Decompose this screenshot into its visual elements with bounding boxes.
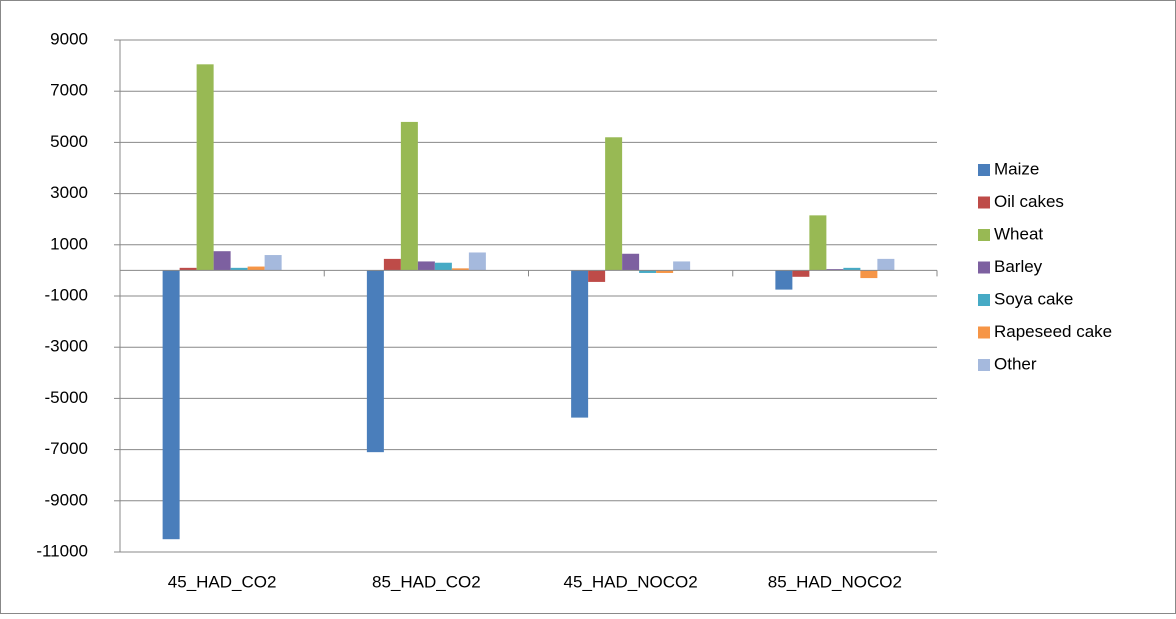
bar: [877, 258, 895, 271]
y-tick-label: 9000: [50, 29, 88, 48]
y-tick-label: 5000: [50, 132, 88, 151]
legend-label: Maize: [994, 159, 1039, 178]
legend-label: Soya cake: [994, 289, 1073, 308]
y-tick-label: 7000: [50, 81, 88, 100]
bar: [451, 268, 469, 271]
x-tick-label: 45_HAD_NOCO2: [564, 572, 698, 591]
bar: [162, 270, 180, 540]
y-tick-label: -7000: [45, 439, 88, 458]
bar: [383, 258, 401, 271]
legend-swatch: [978, 359, 990, 371]
y-tick-label: -1000: [45, 285, 88, 304]
legend-swatch: [978, 164, 990, 176]
bar: [792, 270, 810, 277]
bar: [826, 269, 844, 271]
y-tick-label: 3000: [50, 183, 88, 202]
legend-swatch: [978, 261, 990, 274]
bar: [213, 251, 231, 271]
bar: [588, 270, 606, 282]
bar: [366, 270, 384, 453]
legend-label: Rapeseed cake: [994, 322, 1112, 341]
legend-label: Other: [994, 354, 1037, 373]
y-tick-label: -9000: [45, 490, 88, 509]
x-tick-label: 85_HAD_CO2: [372, 572, 481, 591]
bar: [639, 270, 657, 273]
bar: [673, 261, 691, 271]
legend-swatch: [978, 229, 990, 241]
bar: [417, 261, 435, 271]
bar: [860, 270, 878, 279]
x-tick-label: 45_HAD_CO2: [168, 572, 277, 591]
bar: [775, 270, 793, 290]
legend-label: Wheat: [994, 224, 1043, 243]
bar: [843, 267, 861, 271]
bar: [196, 64, 214, 271]
bar: [264, 255, 282, 271]
legend-label: Barley: [994, 257, 1043, 276]
y-tick-label: -11000: [36, 541, 88, 560]
bar: [247, 266, 265, 271]
x-tick-label: 85_HAD_NOCO2: [768, 572, 902, 591]
y-tick-label: 1000: [50, 234, 88, 253]
bar: [622, 253, 640, 271]
y-tick-label: -3000: [45, 337, 88, 356]
bar: [434, 262, 452, 271]
bar: [656, 270, 674, 273]
bar: [468, 252, 486, 271]
y-tick-label: -5000: [45, 388, 88, 407]
bar: [809, 215, 827, 271]
legend-swatch: [978, 294, 990, 306]
bar: [571, 270, 589, 418]
bar: [605, 137, 623, 271]
bar: [400, 121, 418, 271]
bar: [179, 267, 197, 271]
legend-swatch: [978, 326, 990, 339]
bar: [230, 267, 248, 271]
legend-label: Oil cakes: [994, 192, 1064, 211]
legend-swatch: [978, 196, 990, 209]
